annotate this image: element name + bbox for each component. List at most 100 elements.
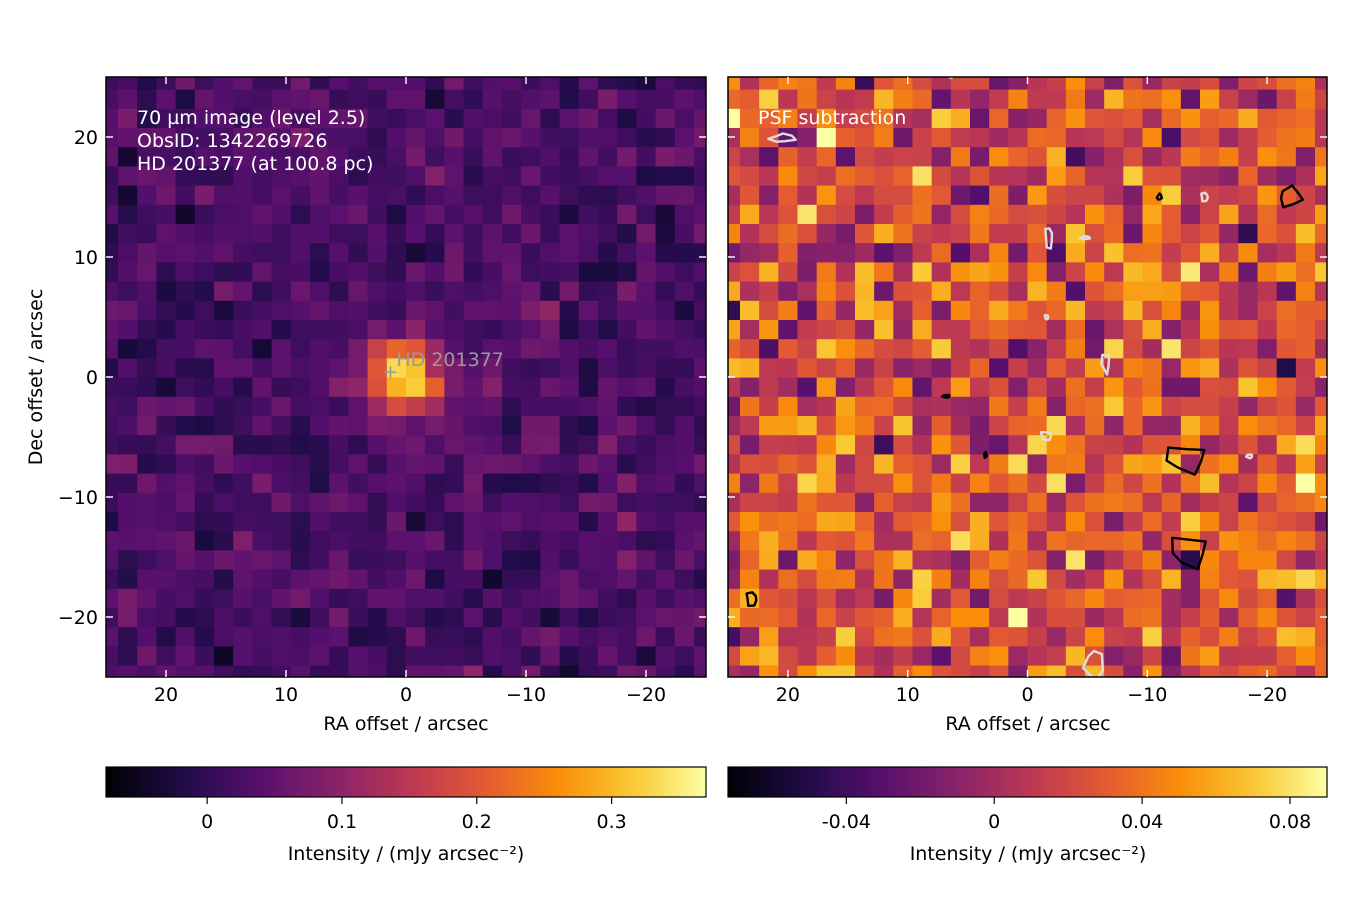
map-pixel: [893, 127, 914, 148]
map-pixel: [386, 146, 407, 167]
map-pixel: [156, 281, 177, 301]
map-pixel: [1123, 588, 1144, 608]
map-pixel: [502, 453, 522, 474]
map-pixel: [310, 242, 330, 263]
map-pixel: [1238, 281, 1259, 301]
map-pixel: [893, 300, 914, 320]
map-pixel: [386, 319, 407, 340]
map-pixel: [739, 300, 760, 320]
map-pixel: [233, 300, 253, 320]
map-pixel: [175, 492, 196, 512]
map-pixel: [425, 31, 445, 51]
map-pixel: [175, 357, 196, 378]
map-pixel: [118, 377, 138, 397]
map-pixel: [1238, 665, 1259, 677]
map-pixel: [874, 511, 894, 532]
map-pixel: [106, 626, 119, 647]
map-pixel: [60, 31, 80, 51]
map-pixel: [1257, 645, 1278, 666]
map-pixel: [367, 300, 388, 320]
map-pixel: [739, 665, 760, 677]
map-pixel: [1104, 281, 1124, 301]
map-pixel: [759, 569, 779, 589]
map-pixel: [252, 300, 273, 320]
map-pixel: [797, 453, 818, 474]
map-pixel: [854, 146, 875, 167]
map-pixel: [1276, 645, 1297, 666]
map-pixel: [290, 473, 311, 493]
map-pixel: [367, 569, 388, 589]
map-pixel: [1143, 703, 1163, 723]
map-pixel: [482, 492, 503, 512]
map-pixel: [951, 684, 971, 704]
map-pixel: [674, 300, 695, 320]
map-pixel: [194, 626, 215, 647]
map-pixel: [970, 530, 990, 551]
map-pixel: [854, 338, 875, 359]
map-pixel: [636, 204, 657, 224]
map-pixel: [1334, 358, 1350, 378]
map-pixel: [655, 108, 676, 128]
map-pixel: [1181, 31, 1201, 51]
map-pixel: [444, 588, 465, 608]
map-pixel: [118, 703, 138, 723]
map-pixel: [521, 281, 541, 301]
map-pixel: [1104, 51, 1124, 71]
map-pixel: [367, 242, 388, 263]
colorbar-tick-label: 0.08: [1269, 811, 1311, 833]
map-pixel: [739, 377, 760, 397]
map-pixel: [816, 645, 837, 666]
map-pixel: [1200, 377, 1220, 397]
map-pixel: [194, 357, 215, 378]
map-pixel: [694, 377, 706, 397]
map-pixel: [874, 530, 894, 551]
map-pixel: [502, 31, 522, 51]
map-pixel: [80, 703, 100, 723]
map-pixel: [290, 300, 311, 320]
map-pixel: [578, 396, 599, 416]
map-pixel: [835, 89, 856, 109]
left-colorbar: 0 0.1 0.2 0.3 Intensity / (mJy arcsec⁻²): [105, 766, 707, 865]
map-pixel: [835, 108, 856, 128]
map-pixel: [655, 588, 676, 608]
map-pixel: [60, 377, 80, 397]
map-pixel: [176, 31, 196, 51]
map-pixel: [175, 453, 196, 474]
map-pixel: [835, 146, 856, 167]
map-pixel: [463, 108, 484, 128]
map-pixel: [617, 415, 637, 436]
map-pixel: [406, 31, 426, 51]
map-pixel: [835, 338, 856, 359]
map-pixel: [778, 146, 799, 167]
map-pixel: [406, 473, 426, 493]
map-pixel: [1027, 415, 1048, 436]
map-pixel: [444, 300, 465, 320]
map-pixel: [1027, 146, 1048, 167]
map-pixel: [1334, 511, 1350, 531]
map-pixel: [118, 108, 138, 128]
map-pixel: [970, 300, 990, 320]
map-pixel: [290, 626, 311, 647]
map-pixel: [989, 530, 1009, 551]
map-pixel: [1238, 607, 1259, 628]
map-pixel: [41, 588, 61, 608]
map-pixel: [60, 646, 80, 666]
map-pixel: [674, 665, 695, 677]
map-pixel: [1219, 549, 1239, 570]
map-pixel: [1008, 607, 1029, 628]
map-pixel: [739, 549, 760, 570]
map-pixel: [1085, 569, 1105, 589]
map-pixel: [1180, 242, 1201, 263]
map-pixel: [835, 377, 856, 397]
map-pixel: [214, 434, 234, 455]
map-pixel: [797, 396, 818, 416]
map-pixel: [893, 665, 914, 677]
map-pixel: [728, 185, 741, 205]
map-pixel: [636, 51, 656, 71]
map-pixel: [80, 511, 100, 531]
map-pixel: [1238, 453, 1259, 474]
map-pixel: [578, 473, 599, 493]
map-pixel: [816, 89, 837, 109]
map-pixel: [1315, 415, 1327, 436]
map-pixel: [406, 338, 426, 359]
